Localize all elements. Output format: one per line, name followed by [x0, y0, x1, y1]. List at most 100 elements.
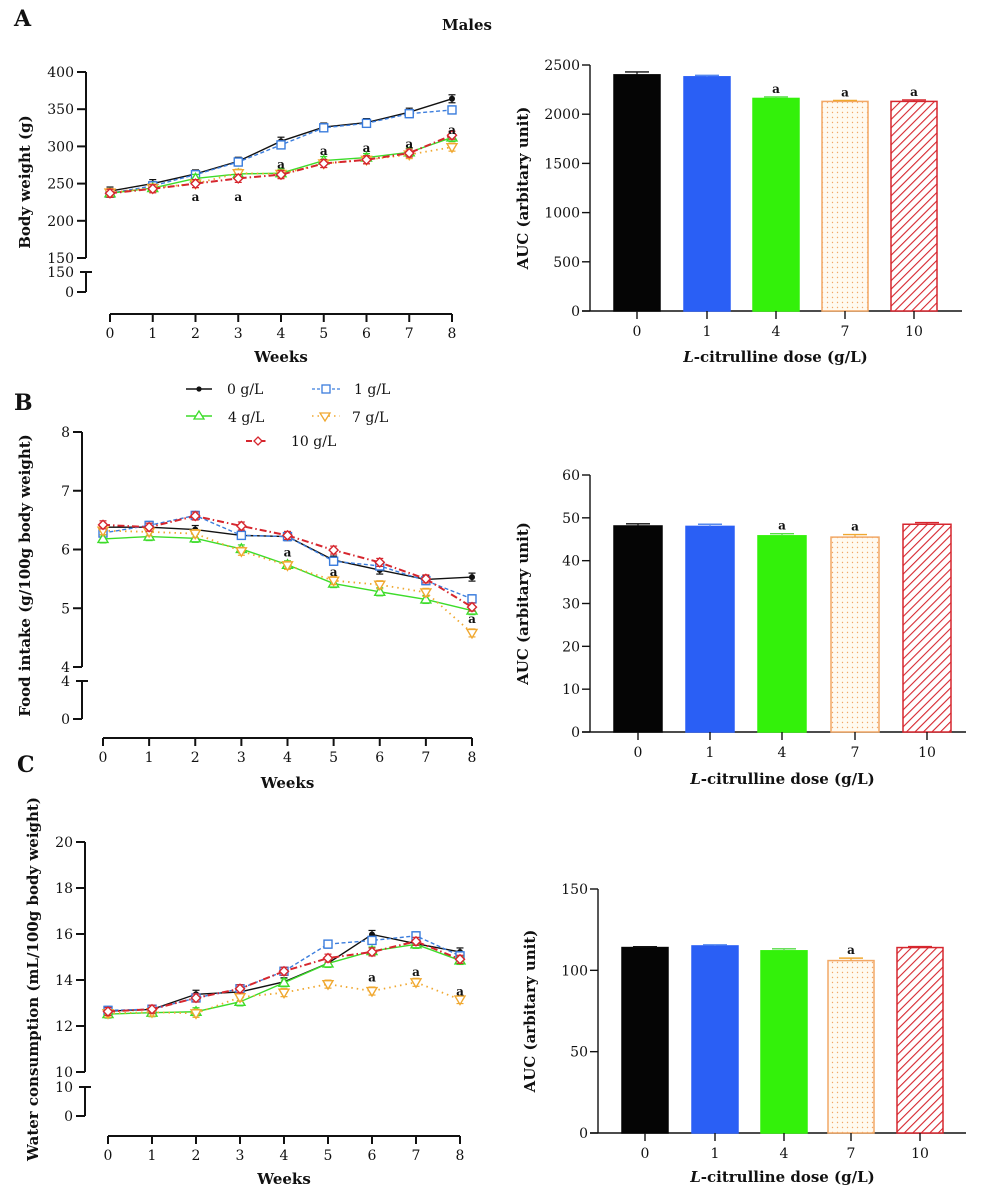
significance-label: a [847, 943, 855, 957]
legend-label: 0 g/L [227, 382, 263, 398]
significance-label: a [412, 965, 420, 979]
x-tick-label: 0 [104, 1148, 113, 1164]
triangle-up-marker-icon [192, 409, 206, 420]
data-point [361, 118, 372, 129]
data-point [104, 187, 116, 199]
data-point [420, 573, 432, 585]
data-point [143, 521, 155, 533]
x-tick-label: 7 [851, 745, 860, 761]
y-axis-title: AUC (arbitary unit) [521, 930, 539, 1094]
significance-label: a [456, 985, 464, 999]
x-tick-label: 1 [148, 326, 157, 342]
significance-label: a [277, 157, 285, 171]
panel-label-b: B [14, 390, 33, 416]
data-point [277, 976, 291, 987]
x-tick-label: 4 [277, 326, 286, 342]
y-tick-label: 0 [61, 712, 70, 728]
data-point [410, 935, 422, 947]
y-tick-label: 10 [55, 1080, 73, 1096]
data-point [447, 105, 457, 115]
bar-1 [683, 76, 731, 312]
y-tick-label: 0 [579, 1126, 588, 1142]
y-tick-label: 6 [61, 543, 70, 559]
y-tick-label: 5 [61, 601, 70, 617]
data-point [282, 529, 293, 541]
y-tick-label: 1000 [544, 206, 580, 222]
legend-label: 7 g/L [352, 410, 388, 426]
x-axis-title: L-citrulline dose (g/L) [689, 770, 875, 788]
legend-label: 1 g/L [354, 382, 390, 398]
series-line [102, 529, 473, 634]
x-tick-label: 5 [329, 750, 338, 766]
bar-1 [685, 525, 735, 733]
data-point [276, 140, 286, 150]
significance-label: a [468, 612, 476, 626]
data-point [321, 979, 335, 991]
y-tick-label: 10 [562, 682, 580, 698]
x-tick-label: 7 [421, 750, 430, 766]
x-axis-title: L-citrulline dose (g/L) [682, 348, 868, 366]
x-tick-label: 7 [841, 324, 850, 340]
x-tick-label: 2 [191, 750, 200, 766]
data-point [328, 544, 340, 556]
bar-4 [760, 950, 808, 1134]
legend-label: 4 g/L [228, 410, 264, 426]
data-point [445, 142, 459, 154]
y-tick-label: 100 [561, 963, 588, 979]
x-tick-label: 1 [706, 745, 715, 761]
data-point [403, 147, 415, 159]
data-point [373, 580, 386, 592]
series-line [102, 514, 473, 608]
y-tick-label: 400 [47, 65, 74, 81]
series-10gl [104, 129, 458, 199]
data-point [232, 172, 244, 184]
y-axis-title: AUC (arbitary unit) [514, 107, 532, 271]
data-point [466, 601, 478, 613]
x-tick-label: 3 [237, 750, 246, 766]
y-tick-label: 300 [47, 139, 74, 155]
legend-item-3: 7 g/L [312, 410, 388, 426]
significance-label: a [841, 85, 849, 99]
chart-water-consumption-auc-bar: 0 50 100 150 0 1 4 7 a 10 L-citrulline dose (g/L) A… [521, 882, 966, 1186]
x-tick-label: 4 [780, 1146, 789, 1162]
bar-0 [613, 74, 661, 312]
data-point [454, 953, 466, 965]
chart-food-intake-auc-bar: 0 10 20 30 40 50 60 0 1 4 a 7 a 10 L-citrulline dose (… [514, 468, 966, 788]
series-line [107, 981, 461, 1015]
x-tick-label: 0 [106, 326, 115, 342]
y-tick-label: 0 [571, 725, 580, 741]
x-tick-label: 3 [236, 1148, 245, 1164]
data-point [233, 157, 243, 167]
x-axis-title-rest: -citrulline dose (g/L) [701, 770, 875, 788]
x-tick-label: 6 [375, 750, 384, 766]
y-tick-label: 20 [562, 639, 580, 655]
significance-label: a [851, 520, 859, 534]
significance-label: a [772, 82, 780, 96]
significance-label: a [234, 190, 242, 204]
y-tick-label: 200 [47, 214, 74, 230]
y-tick-label: 150 [47, 265, 74, 281]
significance-label: a [284, 545, 292, 559]
y-tick-label: 18 [55, 881, 73, 897]
legend-item-0: 0 g/L [186, 382, 263, 398]
data-point [281, 561, 294, 572]
y-tick-label: 10 [55, 1065, 73, 1081]
chart-body-weight-auc-bar: 0 500 1000 1500 2000 2500 0 1 4 a 7 a 10 a L-citrullin… [514, 58, 962, 366]
x-tick-label: 0 [641, 1146, 650, 1162]
legend: 0 g/L 1 g/L 4 g/L 7 g/L 10 g/L [186, 382, 390, 450]
data-point [235, 547, 248, 558]
y-tick-label: 500 [553, 255, 580, 271]
data-point [446, 129, 458, 141]
x-tick-label: 6 [368, 1148, 377, 1164]
data-point [465, 628, 479, 640]
y-tick-label: 60 [562, 468, 580, 484]
bar-0 [613, 525, 663, 733]
data-point [277, 988, 291, 1000]
y-tick-label: 7 [61, 484, 70, 500]
data-point [146, 1003, 158, 1015]
y-tick-label: 2500 [544, 58, 580, 74]
significance-label: a [448, 123, 456, 137]
x-axis-title: Weeks [260, 774, 315, 792]
bar-4 [757, 535, 807, 733]
